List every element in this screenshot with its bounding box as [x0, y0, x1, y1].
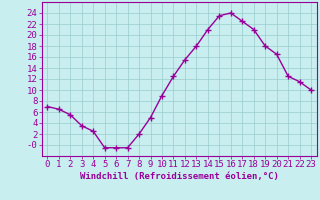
X-axis label: Windchill (Refroidissement éolien,°C): Windchill (Refroidissement éolien,°C) — [80, 172, 279, 181]
